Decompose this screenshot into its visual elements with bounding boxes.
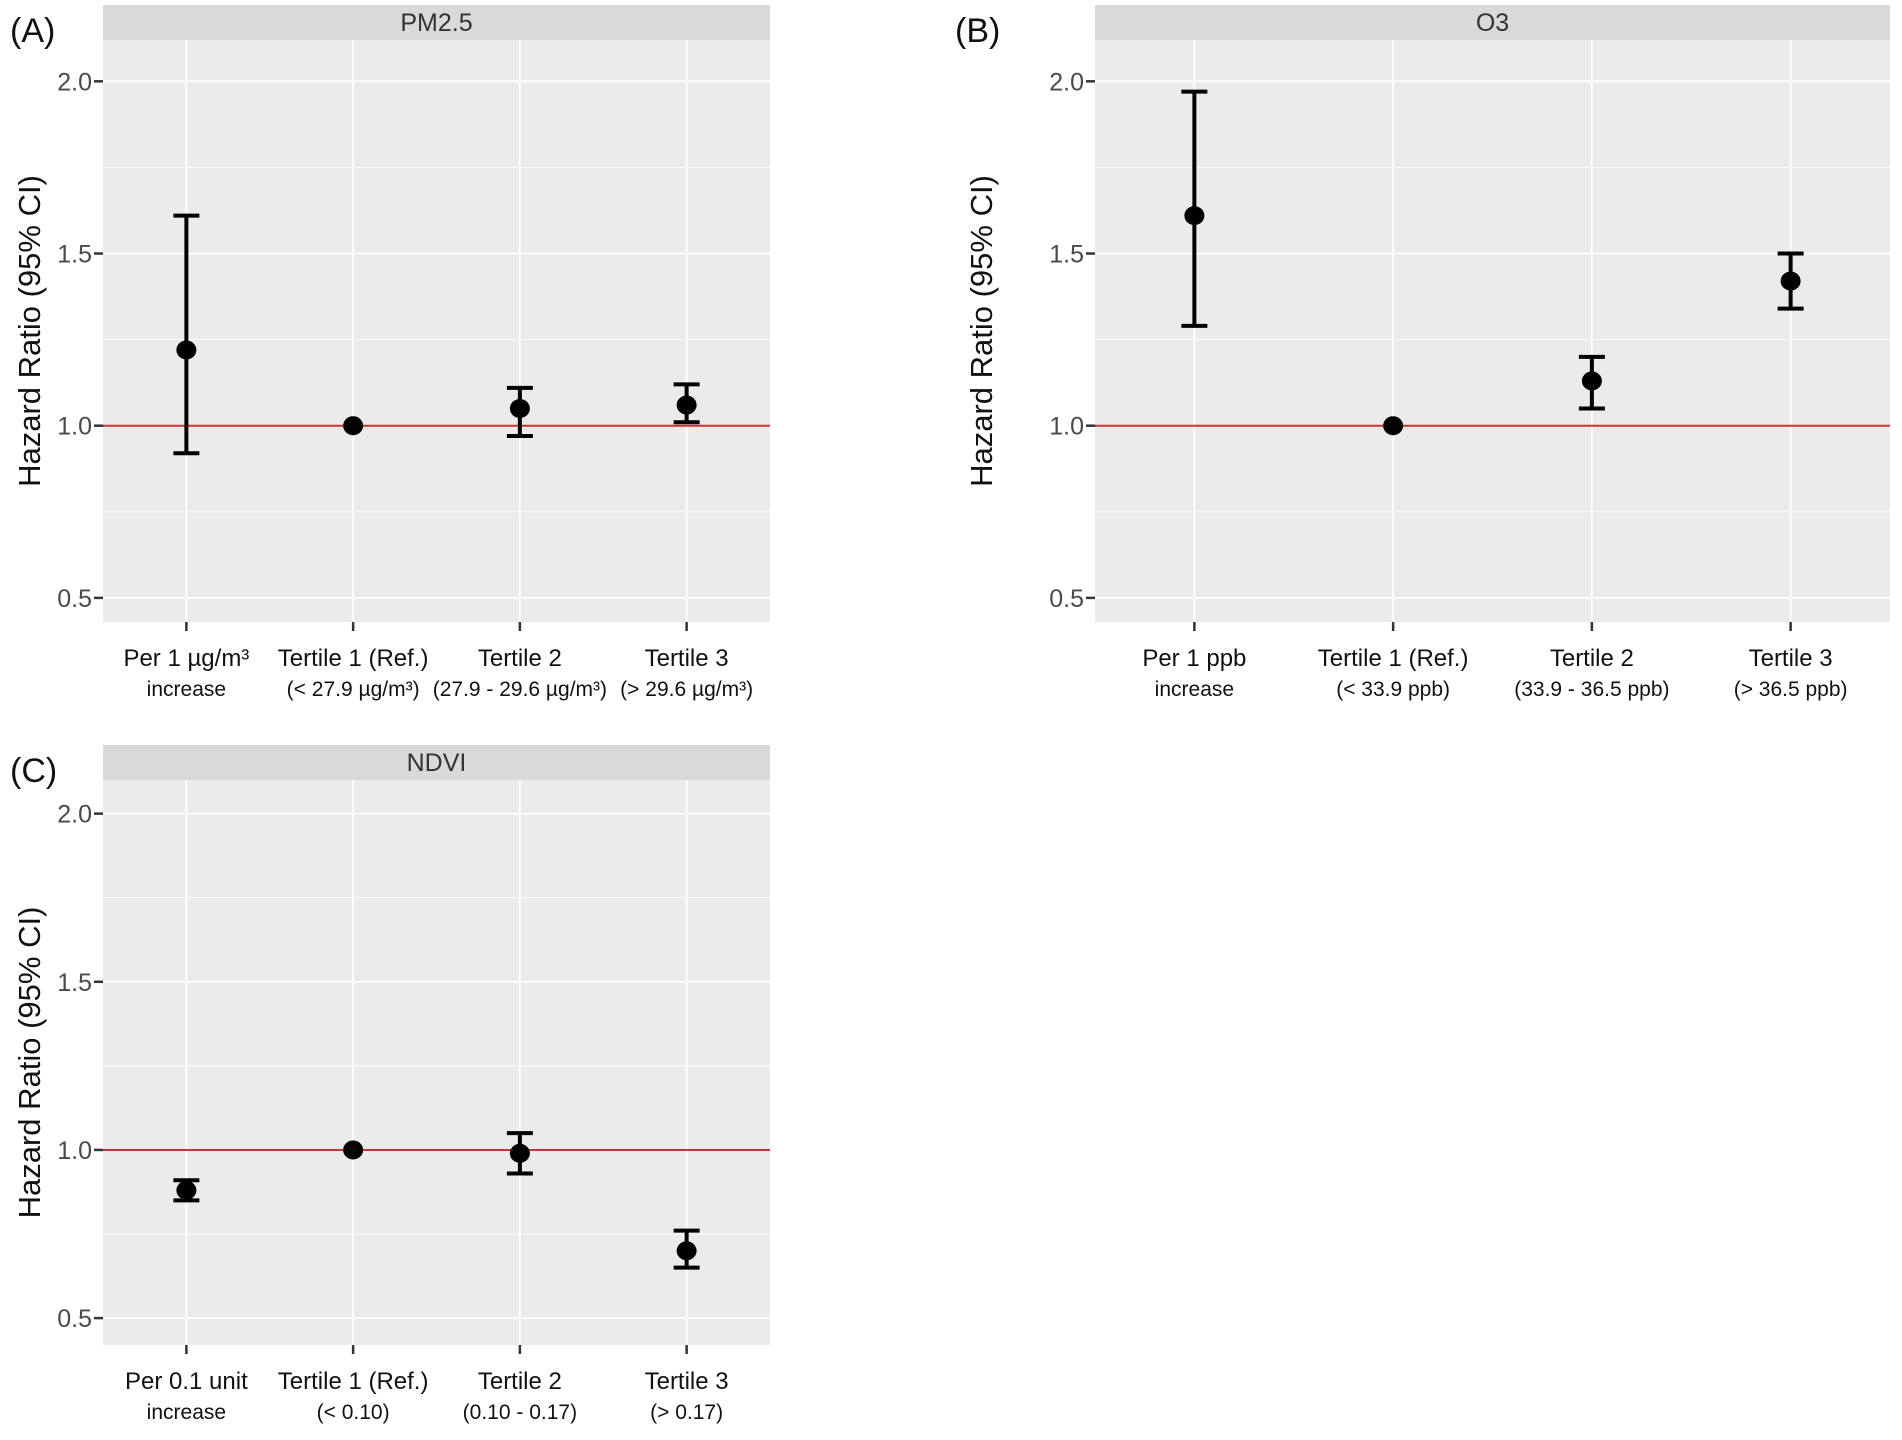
- y-tick-label: 1.0: [57, 1137, 92, 1165]
- facet-strip: [1095, 5, 1890, 40]
- y-tick-label: 2.0: [57, 801, 92, 829]
- facet-strip-title: NDVI: [407, 749, 467, 777]
- plot-area: [1095, 40, 1890, 622]
- data-point: [509, 398, 530, 418]
- y-tick-label: 2.0: [57, 68, 92, 96]
- x-category-label: Tertile 3: [645, 1368, 729, 1395]
- x-category-label: Tertile 2: [478, 645, 562, 672]
- y-tick-label: 2.0: [1049, 68, 1084, 96]
- data-point: [676, 1241, 697, 1261]
- data-point: [176, 1180, 197, 1200]
- x-category-label: Tertile 3: [1749, 645, 1833, 672]
- panel-letter: (A): [10, 12, 55, 50]
- y-tick-label: 1.0: [57, 413, 92, 441]
- y-axis-title: Hazard Ratio (95% CI): [12, 907, 47, 1219]
- x-category-label: Per 0.1 unit: [125, 1368, 248, 1395]
- x-category-label: Per 1 ppb: [1142, 645, 1246, 672]
- x-category-sublabel: increase: [147, 678, 226, 701]
- data-point: [1581, 371, 1602, 391]
- x-category-label: Tertile 1 (Ref.): [278, 1368, 429, 1395]
- y-tick-label: 1.5: [1049, 241, 1084, 269]
- data-point: [1383, 416, 1404, 436]
- data-point: [343, 1140, 364, 1160]
- x-category-sublabel: increase: [1155, 678, 1234, 701]
- x-category-sublabel: (27.9 - 29.6 µg/m³): [433, 678, 607, 701]
- data-point: [1780, 271, 1801, 291]
- y-axis-title: Hazard Ratio (95% CI): [12, 175, 47, 487]
- facet-strip: [103, 745, 770, 780]
- x-category-sublabel: (< 0.10): [317, 1401, 390, 1424]
- y-tick-label: 0.5: [57, 585, 92, 613]
- x-category-label: Per 1 µg/m³: [123, 645, 249, 672]
- x-category-label: Tertile 1 (Ref.): [1318, 645, 1469, 672]
- y-tick-label: 1.0: [1049, 413, 1084, 441]
- x-category-sublabel: (> 36.5 ppb): [1734, 678, 1848, 701]
- x-category-sublabel: (< 27.9 µg/m³): [287, 678, 420, 701]
- x-category-sublabel: (< 33.9 ppb): [1336, 678, 1450, 701]
- facet-strip-title: PM2.5: [400, 9, 472, 37]
- data-point: [343, 416, 364, 436]
- x-category-sublabel: (33.9 - 36.5 ppb): [1514, 678, 1669, 701]
- x-category-label: Tertile 3: [645, 645, 729, 672]
- y-tick-label: 1.5: [57, 969, 92, 997]
- x-category-sublabel: (> 0.17): [650, 1401, 723, 1424]
- data-point: [176, 340, 197, 360]
- panel-c: (C) NDVI 0.5 1.0 1.5 2.0 Per 0.1 unit increase T…: [10, 745, 770, 1424]
- panel-b: (B) O3 0.5 1.0 1.5 2.0 Per 1 ppb increase Tertil…: [955, 5, 1890, 701]
- facet-strip-title: O3: [1476, 9, 1509, 37]
- y-axis-title: Hazard Ratio (95% CI): [964, 175, 999, 487]
- plot-area: [103, 40, 770, 622]
- facet-strip: [103, 5, 770, 40]
- x-category-label: Tertile 2: [478, 1368, 562, 1395]
- y-tick-label: 1.5: [57, 241, 92, 269]
- data-point: [1184, 206, 1205, 226]
- data-point: [676, 395, 697, 415]
- panel-letter: (C): [10, 752, 57, 790]
- y-tick-label: 0.5: [57, 1305, 92, 1333]
- panel-a: (A) PM2.5 0.5 1.0 1.5 2.0 Per 1 µg/m³ increase T…: [10, 5, 770, 701]
- y-tick-label: 0.5: [1049, 585, 1084, 613]
- plot-area: [103, 780, 770, 1345]
- x-category-sublabel: (0.10 - 0.17): [463, 1401, 577, 1424]
- x-category-label: Tertile 1 (Ref.): [278, 645, 429, 672]
- x-category-label: Tertile 2: [1550, 645, 1634, 672]
- x-category-sublabel: (> 29.6 µg/m³): [620, 678, 753, 701]
- x-category-sublabel: increase: [147, 1401, 226, 1424]
- panel-letter: (B): [955, 12, 1000, 50]
- data-point: [509, 1143, 530, 1163]
